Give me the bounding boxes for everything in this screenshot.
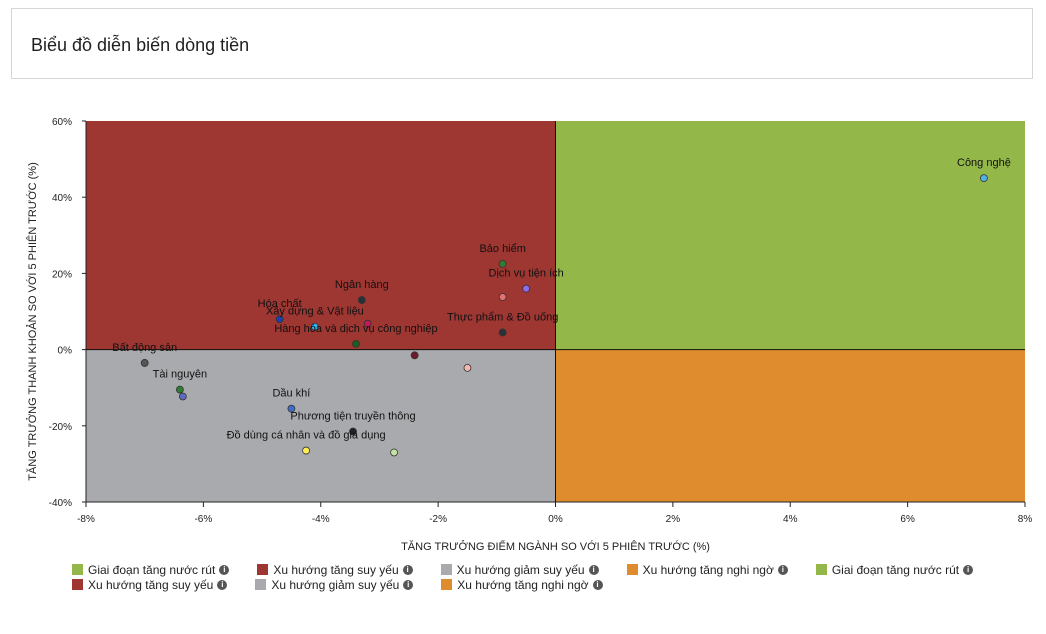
data-point bbox=[275, 315, 284, 324]
quadrant-bottom-left bbox=[86, 349, 556, 502]
quadrant-top-left bbox=[86, 121, 556, 350]
legend-label: Xu hướng tăng nghi ngờ bbox=[457, 577, 589, 592]
x-tick-label: -2% bbox=[429, 514, 447, 525]
y-axis-title: TĂNG TRƯỞNG THANH KHOẢN SO VỚI 5 PHIÊN T… bbox=[26, 162, 39, 480]
quadrant-bottom-right bbox=[555, 349, 1025, 502]
info-circle-icon[interactable]: i bbox=[219, 564, 230, 575]
legend-label: Xu hướng tăng suy yếu bbox=[88, 577, 214, 592]
legend-row: Xu hướng tăng suy yếu i Xu hướng giảm suy … bbox=[72, 577, 1032, 592]
data-point bbox=[310, 322, 319, 331]
x-tick-label: 8% bbox=[1018, 514, 1033, 525]
info-circle-icon[interactable]: i bbox=[592, 579, 603, 590]
data-point bbox=[980, 174, 988, 183]
info-circle-icon[interactable]: i bbox=[777, 564, 788, 575]
data-point bbox=[357, 296, 366, 304]
legend-swatch bbox=[440, 564, 452, 575]
data-point bbox=[390, 448, 399, 457]
data-point bbox=[178, 392, 187, 401]
info-circle-icon[interactable]: i bbox=[963, 564, 974, 575]
legend-item[interactable]: Giai đoạn tăng nước rút i bbox=[72, 562, 230, 577]
x-tick-label: 0% bbox=[548, 514, 563, 525]
x-tick-label: 4% bbox=[783, 514, 798, 525]
point-label: Công nghệ bbox=[957, 157, 1011, 169]
y-tick-label: 60% bbox=[52, 117, 72, 128]
y-tick-label: -20% bbox=[49, 422, 72, 433]
data-point bbox=[175, 385, 184, 394]
legend-item[interactable]: Xu hướng tăng nghi ngờ i bbox=[441, 577, 603, 592]
data-point bbox=[498, 259, 507, 268]
y-tick-label: -40% bbox=[49, 498, 72, 509]
point-label: Hàng hóa và dịch vụ công nghiệp bbox=[274, 323, 437, 335]
data-point bbox=[363, 319, 372, 328]
point-label: Tài nguyên bbox=[153, 369, 207, 381]
x-tick-label: -6% bbox=[194, 514, 212, 525]
legend-label: Xu hướng giảm suy yếu bbox=[456, 562, 585, 577]
point-label: Dầu khí bbox=[272, 388, 310, 400]
legend-swatch bbox=[257, 564, 269, 575]
legend-row: Giai đoạn tăng nước rút i Xu hướng tăng su… bbox=[72, 562, 1032, 577]
x-tick-label: 6% bbox=[900, 514, 915, 525]
info-circle-icon[interactable]: i bbox=[217, 579, 228, 590]
chart-legend: Giai đoạn tăng nước rút i Xu hướng tăng su… bbox=[72, 562, 1032, 592]
quadrant-top-right bbox=[555, 121, 1025, 350]
point-label: Bất động sản bbox=[112, 342, 177, 354]
y-tick-label: 40% bbox=[52, 193, 72, 204]
info-circle-icon[interactable]: i bbox=[588, 564, 599, 575]
data-point bbox=[302, 446, 310, 455]
data-point bbox=[140, 359, 149, 367]
legend-swatch bbox=[72, 579, 83, 590]
legend-label: Xu hướng giảm suy yếu bbox=[271, 577, 400, 592]
x-axis-title: TĂNG TRƯỞNG ĐIỂM NGÀNH SO VỚI 5 PHIÊN TR… bbox=[401, 540, 710, 553]
x-tick-label: -8% bbox=[77, 514, 95, 525]
legend-swatch bbox=[255, 579, 267, 590]
info-circle-icon[interactable]: i bbox=[402, 564, 413, 575]
point-label: Xây dựng & Vật liệu bbox=[266, 306, 364, 318]
legend-item[interactable]: Xu hướng tăng suy yếu i bbox=[257, 562, 413, 577]
chart-header: Biểu đồ diễn biến dòng tiền bbox=[11, 8, 1033, 79]
y-tick-label: 0% bbox=[58, 346, 73, 357]
legend-label: Giai đoạn tăng nước rút bbox=[88, 562, 216, 577]
legend-swatch bbox=[72, 564, 83, 575]
data-point bbox=[287, 404, 296, 413]
point-label: Hóa chất bbox=[258, 298, 302, 310]
data-point bbox=[498, 328, 507, 337]
legend-swatch bbox=[441, 579, 453, 590]
legend-label: Giai đoạn tăng nước rút bbox=[831, 562, 960, 577]
legend-swatch bbox=[626, 564, 638, 575]
data-point bbox=[463, 363, 472, 372]
legend-item[interactable]: Xu hướng giảm suy yếu i bbox=[255, 577, 414, 592]
page-title: Biểu đồ diễn biến dòng tiền bbox=[31, 35, 250, 55]
point-label: Thực phẩm & Đồ uống bbox=[447, 311, 558, 323]
point-label: Ngân hàng bbox=[335, 279, 389, 291]
point-label: Phương tiện truyền thông bbox=[290, 411, 415, 423]
point-label: Bảo hiểm bbox=[479, 243, 525, 255]
y-tick-label: 20% bbox=[52, 269, 72, 280]
legend-item[interactable]: Xu hướng giảm suy yếu i bbox=[440, 562, 599, 577]
legend-item[interactable]: Xu hướng tăng suy yếu i bbox=[72, 577, 228, 592]
legend-swatch bbox=[815, 564, 827, 575]
x-tick-label: -4% bbox=[312, 514, 330, 525]
info-circle-icon[interactable]: i bbox=[403, 579, 414, 590]
x-tick-label: 2% bbox=[666, 514, 681, 525]
scatter-chart: 60% 40% 20% 0% -20% -40% -8% -6% -4% -2% 0% 2% 4% 6% 8… bbox=[26, 117, 1033, 553]
point-label: Dịch vụ tiện ích bbox=[489, 268, 564, 280]
data-point bbox=[410, 351, 419, 360]
data-point bbox=[349, 427, 357, 436]
legend-label: Xu hướng tăng nghi ngờ bbox=[642, 562, 774, 577]
legend-item[interactable]: Giai đoạn tăng nước rút i bbox=[815, 562, 974, 577]
legend-label: Xu hướng tăng suy yếu bbox=[273, 562, 399, 577]
data-point bbox=[522, 284, 531, 293]
data-point bbox=[352, 339, 360, 348]
data-point bbox=[498, 293, 507, 301]
legend-item[interactable]: Xu hướng tăng nghi ngờ i bbox=[626, 562, 788, 577]
point-label: Đồ dùng cá nhân và đồ gia dụng bbox=[227, 430, 386, 442]
